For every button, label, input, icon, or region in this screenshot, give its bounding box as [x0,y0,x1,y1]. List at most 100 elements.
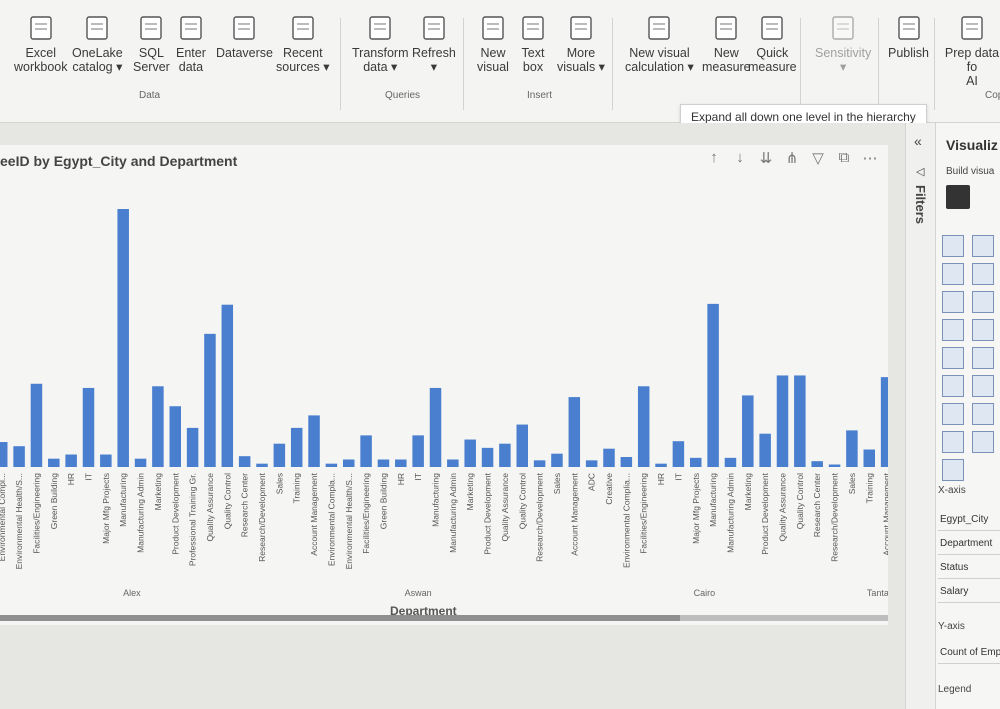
bar[interactable] [412,435,424,467]
visual-type-icon[interactable] [942,431,964,453]
bar[interactable] [620,457,633,467]
filters-pane[interactable]: « ◁ Filters [905,123,936,709]
prep-button[interactable]: Prep data fo AI [944,14,1000,88]
visual-type-icon[interactable] [972,431,994,453]
bar[interactable] [637,386,650,467]
bar[interactable] [655,463,667,467]
collapse-chevron-icon[interactable]: « [914,133,922,149]
visual-type-icon[interactable] [972,263,994,285]
bar[interactable] [65,454,77,467]
textbox-button[interactable]: Text box [519,14,547,74]
bar[interactable] [672,441,685,467]
field-well-item[interactable]: Count of Empl [938,643,1000,664]
field-well-item[interactable]: Status [938,558,1000,579]
sql-button[interactable]: SQL Server [133,14,170,74]
bar[interactable] [48,458,60,467]
bar[interactable] [481,447,494,467]
visual-type-icon[interactable] [972,235,994,257]
bar[interactable] [290,427,303,467]
bar[interactable] [863,449,876,467]
bar[interactable] [238,456,251,467]
newcalc-button[interactable]: New visual calculation ▾ [625,14,694,74]
bar[interactable] [585,460,598,467]
bar[interactable] [308,415,320,467]
visual-type-icon[interactable] [972,319,994,341]
bar[interactable] [759,433,771,467]
visual-type-icon[interactable] [942,319,964,341]
bar[interactable] [395,459,407,467]
onelake-button[interactable]: OneLake catalog ▾ [72,14,123,74]
enter-button[interactable]: Enter data [176,14,206,74]
bar[interactable] [603,448,615,467]
visual-type-icon[interactable] [942,375,964,397]
bar[interactable] [499,443,511,467]
bar[interactable] [776,375,789,467]
visual-type-icon[interactable] [942,347,964,369]
more-button[interactable]: More visuals ▾ [557,14,605,74]
bar[interactable] [377,459,390,467]
drill-down-icon[interactable]: ↓ [736,149,744,166]
expand-hierarchy-icon[interactable]: ⋔ [785,150,799,167]
bar[interactable] [221,304,234,467]
bar[interactable] [533,460,546,467]
quickmeasure-button[interactable]: Quick measure [748,14,797,74]
build-visual-icon[interactable] [946,185,970,209]
bar[interactable] [880,377,888,467]
bar[interactable] [846,430,858,467]
visual-type-icon[interactable] [942,235,964,257]
visual-type-icon[interactable] [942,291,964,313]
bar[interactable] [152,386,164,467]
bar[interactable] [204,333,216,467]
bar[interactable] [742,395,754,467]
bar[interactable] [551,453,563,467]
bar[interactable] [516,424,529,467]
visual-type-icon[interactable] [972,291,994,313]
visual-type-icon[interactable] [972,347,994,369]
bar[interactable] [724,457,737,467]
bar[interactable] [429,387,442,467]
bar[interactable] [811,461,823,467]
dataverse-button[interactable]: Dataverse [216,14,273,60]
recent-button[interactable]: Recent sources ▾ [276,14,330,74]
bar[interactable] [169,406,182,467]
bar[interactable] [568,397,581,467]
bar[interactable] [360,435,372,467]
sensitivity-button[interactable]: Sensitivity ▾ [815,14,871,74]
drill-up-icon[interactable]: ↑ [710,149,718,166]
refresh-button[interactable]: Refresh ▾ [412,14,456,74]
bar[interactable] [186,427,199,467]
bar[interactable] [273,443,286,467]
visual-type-icon[interactable] [942,403,964,425]
bar[interactable] [134,458,147,467]
horizontal-scrollbar[interactable] [0,615,888,621]
bar[interactable] [447,459,459,467]
transform-button[interactable]: Transform data ▾ [352,14,409,74]
bar[interactable] [117,209,129,467]
excel-button[interactable]: Excel workbook [14,14,68,74]
bar[interactable] [100,454,112,467]
bar[interactable] [343,459,355,467]
next-level-icon[interactable]: ⇊ [759,150,773,167]
publish-button[interactable]: Publish [888,14,929,60]
field-well-item[interactable]: Salary [938,582,1000,603]
bar[interactable] [82,387,95,467]
bar[interactable] [325,463,338,467]
newmeasure-button[interactable]: New measure [702,14,751,74]
visual-type-icon[interactable] [972,403,994,425]
more-options-icon[interactable]: ⋯ [862,150,878,167]
visual-type-icon[interactable] [942,459,964,481]
bar-chart-visual[interactable]: eeID by Egypt_City and Department ↑ ↓ ⇊ ⋔ ▽ ⧉… [0,145,888,625]
visual-type-icon[interactable] [942,263,964,285]
field-well-item[interactable]: Department [938,534,1000,555]
bar[interactable] [0,442,8,467]
bar[interactable] [707,303,719,467]
bar[interactable] [256,463,268,467]
focus-mode-icon[interactable]: ⧉ [838,149,850,166]
field-well-item[interactable]: Egypt_City [938,510,1000,531]
scrollbar-thumb[interactable] [0,615,680,621]
bar[interactable] [794,375,806,467]
visual-type-icon[interactable] [972,375,994,397]
bar[interactable] [828,464,841,467]
bar[interactable] [464,439,476,467]
newvisual-button[interactable]: New visual [477,14,509,74]
